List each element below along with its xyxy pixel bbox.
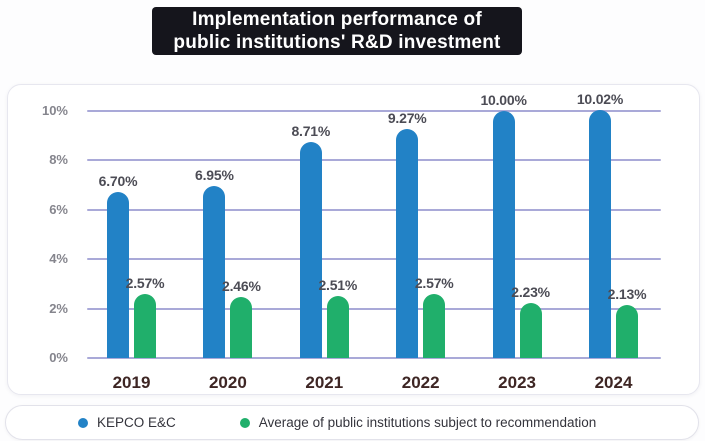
bar-2020-series2 [230,297,253,358]
gridline-6% [87,208,661,211]
y-axis-tick-0%: 0% [49,350,68,365]
y-axis-tick-4%: 4% [49,251,68,266]
y-axis-tick-6%: 6% [49,201,68,217]
chart-title-banner: Implementation performance of public ins… [152,7,522,55]
legend-item-label: Average of public institutions subject t… [258,415,597,430]
bar-2023-series2 [519,302,542,358]
bar-2019-series1 [107,192,129,358]
value-label-2023-series2: 2.23% [511,283,550,300]
bar-2024-series2 [616,305,638,358]
y-axis-tick-8%: 8% [49,152,68,167]
legend-dot-icon [239,417,250,428]
value-label-2024-series1: 10.02% [576,91,624,107]
legend-item-label: KEPCO E&C [97,415,176,430]
y-axis-tick-2%: 2% [49,300,68,316]
value-label-2021-series2: 2.51% [318,276,358,293]
bar-2019-series2 [134,294,156,358]
bar-2024-series1 [589,110,611,358]
legend-dot-icon [78,417,88,428]
legend-item-2: Average of public institutions subject t… [239,415,597,430]
x-axis-label-2024: 2024 [594,373,633,392]
bar-chart-plot-area: 0% 2% 4% 6% 8% 10% 6.70% 2.57% 2019 6.95% 2.46% 202… [8,85,699,394]
legend-item-1: KEPCO E&C [78,415,176,430]
value-label-2024-series2: 2.13% [607,286,647,303]
value-label-2020-series1: 6.95% [195,166,234,183]
y-axis-tick-10%: 10% [41,102,68,118]
bar-2022-series1 [396,128,419,358]
bar-2023-series1 [492,110,515,358]
gridline-4% [87,258,661,260]
gridline-2% [87,307,661,310]
gridline-10% [87,109,661,112]
x-axis-label-2023: 2023 [498,373,536,392]
chart-legend: KEPCO E&C Average of public institutions … [5,405,699,440]
bar-2021-series2 [326,295,349,358]
x-axis-label-2019: 2019 [112,373,151,392]
bar-2020-series1 [203,186,226,358]
bar-2021-series1 [299,142,322,358]
chart-title-line2: public institutions' R&D investment [173,32,501,53]
bar-chart-card: 0% 2% 4% 6% 8% 10% 6.70% 2.57% 2019 6.95% 2.46% 202… [7,84,700,395]
value-label-2019-series1: 6.70% [98,173,138,190]
value-label-2022-series1: 9.27% [387,109,427,126]
x-axis-label-2022: 2022 [401,373,440,392]
value-label-2023-series1: 10.00% [480,91,527,108]
gridline-8% [87,159,661,161]
gridline-0% [87,357,661,359]
chart-title-line1: Implementation performance of [192,9,482,30]
value-label-2021-series1: 8.71% [291,123,331,140]
bar-2022-series2 [423,294,446,358]
value-label-2022-series2: 2.57% [414,275,454,292]
x-axis-label-2020: 2020 [208,373,247,392]
value-label-2020-series2: 2.46% [222,278,261,295]
x-axis-label-2021: 2021 [305,373,344,392]
value-label-2019-series2: 2.57% [125,275,165,292]
